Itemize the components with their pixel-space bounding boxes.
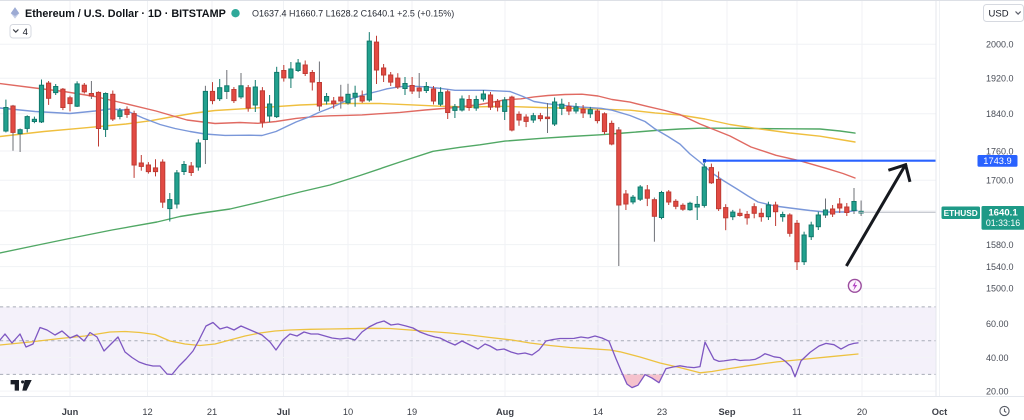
svg-text:Jul: Jul xyxy=(277,407,290,417)
svg-text:21: 21 xyxy=(207,407,217,417)
svg-text:Aug: Aug xyxy=(496,407,514,417)
svg-text:40.00: 40.00 xyxy=(986,353,1009,363)
svg-text:01:33:16: 01:33:16 xyxy=(986,218,1020,228)
svg-text:19: 19 xyxy=(407,407,417,417)
svg-text:1640.1: 1640.1 xyxy=(988,208,1018,219)
svg-text:2000.0: 2000.0 xyxy=(986,40,1014,50)
svg-text:1840.0: 1840.0 xyxy=(986,109,1014,119)
svg-text:1540.0: 1540.0 xyxy=(986,262,1014,272)
svg-text:Jun: Jun xyxy=(62,407,79,417)
svg-text:1920.0: 1920.0 xyxy=(986,74,1014,84)
svg-text:1760.0: 1760.0 xyxy=(986,146,1014,156)
svg-text:10: 10 xyxy=(343,407,353,417)
svg-text:1700.0: 1700.0 xyxy=(986,176,1014,186)
svg-text:O1637.4 H1660.7 L1628.2 C1640.: O1637.4 H1660.7 L1628.2 C1640.1 +2.5 (+0… xyxy=(252,8,454,18)
svg-text:ETHUSD: ETHUSD xyxy=(944,208,978,218)
svg-text:23: 23 xyxy=(657,407,667,417)
svg-text:1500.0: 1500.0 xyxy=(986,284,1014,294)
svg-text:60.00: 60.00 xyxy=(986,319,1009,329)
svg-text:4: 4 xyxy=(23,27,28,38)
svg-text:11: 11 xyxy=(792,407,802,417)
svg-text:Sep: Sep xyxy=(718,407,735,417)
svg-text:Ethereum / U.S. Dollar · 1D ·: Ethereum / U.S. Dollar · 1D · BITSTAMP xyxy=(25,8,226,20)
svg-text:12: 12 xyxy=(142,407,152,417)
svg-text:USD: USD xyxy=(989,8,1009,19)
svg-text:1580.0: 1580.0 xyxy=(986,240,1014,250)
svg-text:20: 20 xyxy=(857,407,867,417)
svg-text:14: 14 xyxy=(593,407,603,417)
svg-text:1743.9: 1743.9 xyxy=(983,156,1011,166)
svg-text:Oct: Oct xyxy=(932,407,948,417)
svg-text:20.00: 20.00 xyxy=(986,386,1009,396)
